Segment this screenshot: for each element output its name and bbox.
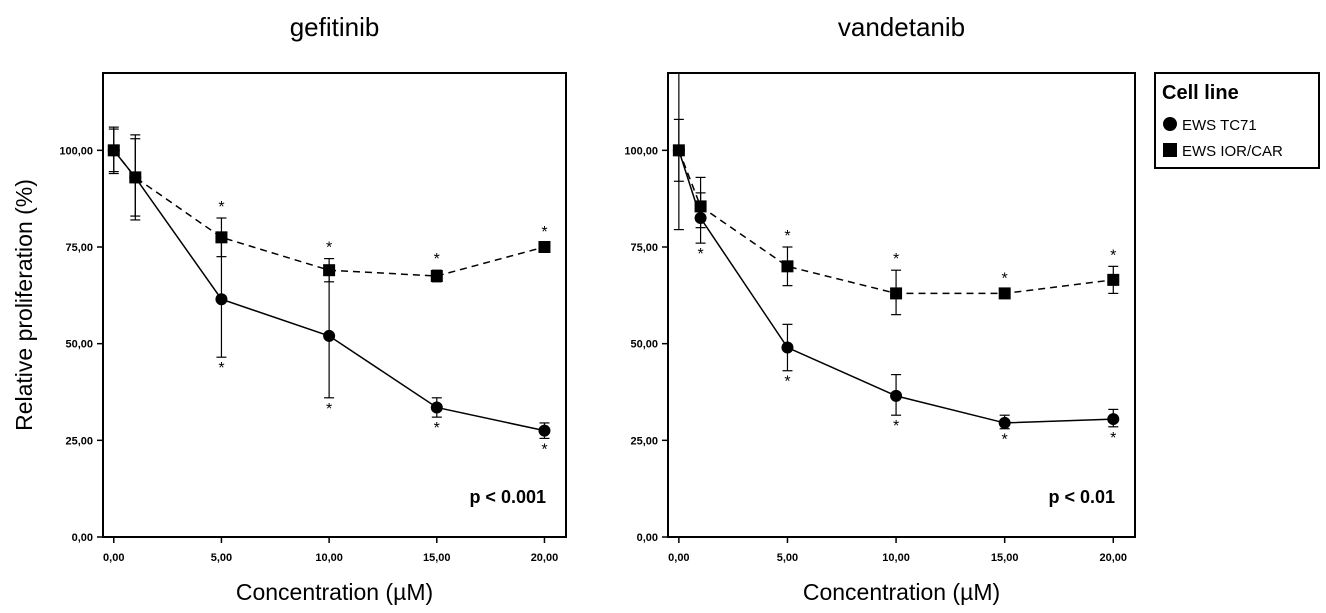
- ior-car-series-line: [678, 150, 1114, 295]
- x-tick-label: 0,00: [668, 552, 689, 564]
- chart-title: gefitinib: [290, 12, 380, 42]
- y-tick-label: 50,00: [65, 339, 93, 351]
- legend-circle-marker: [1163, 117, 1177, 131]
- data-point-square: [323, 264, 336, 277]
- data-point-square: [107, 144, 120, 157]
- significance-star: *: [434, 420, 440, 437]
- data-point-circle: [998, 416, 1011, 429]
- x-tick-label: 0,00: [103, 552, 124, 564]
- x-tick-label: 5,00: [211, 552, 232, 564]
- data-point-square: [890, 287, 903, 300]
- data-point-square: [538, 241, 551, 253]
- y-tick-label: 100,00: [59, 145, 93, 157]
- data-point-circle: [430, 401, 443, 414]
- data-point-square: [672, 144, 685, 157]
- data-point-square: [781, 260, 794, 273]
- significance-star: *: [326, 401, 332, 418]
- data-point-circle: [323, 329, 336, 342]
- significance-star: *: [1002, 271, 1008, 288]
- data-point-square: [1107, 273, 1120, 286]
- significance-star: *: [697, 246, 703, 263]
- vandetanib-panel: vandetanib Concentration (µM) 0,00 5,00 10,0…: [624, 12, 1136, 605]
- plot-frame: [667, 72, 1136, 538]
- chart-title: vandetanib: [838, 12, 965, 42]
- y-tick-label: 75,00: [65, 242, 93, 254]
- significance-star: *: [784, 228, 790, 245]
- plot-frame: [102, 72, 567, 538]
- data-point-circle: [538, 424, 551, 437]
- data-point-square: [694, 200, 707, 213]
- y-tick-label: 50,00: [630, 339, 658, 351]
- y-tick-label: 0,00: [72, 532, 93, 544]
- significance-star: *: [1110, 247, 1116, 264]
- data-point-square: [430, 270, 443, 282]
- significance-star: *: [784, 374, 790, 391]
- data-point-circle: [890, 389, 903, 402]
- p-value-annotation: p < 0.001: [469, 487, 546, 507]
- x-tick-label: 20,00: [1100, 552, 1128, 564]
- y-tick-label: 25,00: [65, 435, 93, 447]
- significance-star: *: [893, 251, 899, 268]
- significance-star: *: [893, 418, 899, 435]
- significance-star: *: [326, 240, 332, 257]
- x-tick-label: 15,00: [423, 552, 451, 564]
- significance-star: *: [1002, 432, 1008, 449]
- x-tick-label: 20,00: [531, 552, 559, 564]
- y-tick-label: 0,00: [637, 532, 658, 544]
- y-tick-label: 75,00: [630, 242, 658, 254]
- gefitinib-panel: gefitinib Concentration (µM) Relative prol…: [11, 12, 567, 605]
- significance-star: *: [434, 251, 440, 268]
- significance-star: *: [541, 224, 547, 241]
- data-point-circle: [215, 293, 228, 306]
- x-axis-label: Concentration (µM): [236, 579, 433, 605]
- significance-star: *: [1110, 430, 1116, 447]
- ior-car-series-line: [113, 149, 545, 277]
- y-axis-label: Relative proliferation (%): [11, 179, 37, 431]
- legend: Cell line EWS TC71 EWS IOR/CAR: [1154, 72, 1320, 169]
- legend-box: [1154, 72, 1320, 169]
- data-point-square: [129, 171, 142, 184]
- x-tick-label: 10,00: [315, 552, 343, 564]
- significance-star: *: [541, 441, 547, 458]
- legend-item-label: EWS TC71: [1182, 117, 1257, 134]
- x-axis-label: Concentration (µM): [803, 579, 1000, 605]
- data-point-square: [998, 287, 1011, 300]
- y-tick-label: 100,00: [624, 145, 658, 157]
- data-point-circle: [1107, 413, 1120, 426]
- p-value-annotation: p < 0.01: [1048, 487, 1115, 507]
- legend-item-label: EWS IOR/CAR: [1182, 143, 1283, 160]
- y-tick-label: 25,00: [630, 435, 658, 447]
- significance-star: *: [218, 199, 224, 216]
- x-tick-label: 10,00: [882, 552, 910, 564]
- significance-star: *: [218, 360, 224, 377]
- x-tick-label: 15,00: [991, 552, 1019, 564]
- data-point-square: [215, 231, 228, 244]
- x-tick-label: 5,00: [777, 552, 798, 564]
- legend-square-marker: [1163, 143, 1177, 157]
- legend-title: Cell line: [1162, 82, 1239, 104]
- data-point-circle: [781, 341, 794, 354]
